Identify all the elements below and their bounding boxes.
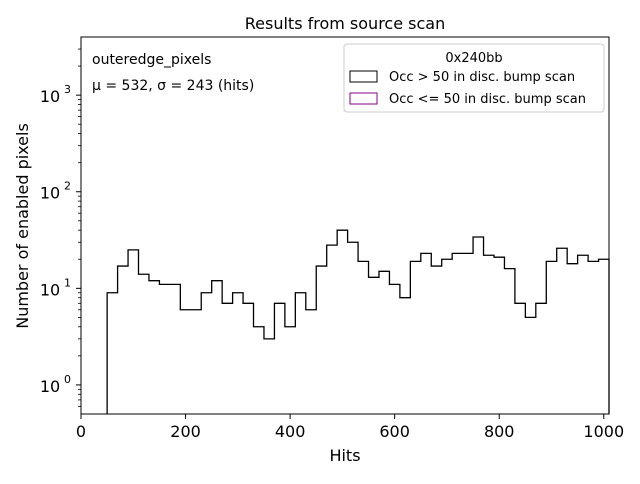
y-tick-label: 10 <box>40 87 60 106</box>
y-tick-label: 10 <box>40 280 60 299</box>
plot-frame <box>80 36 610 415</box>
histogram-bin <box>452 253 462 414</box>
histogram-bin <box>578 255 588 414</box>
histogram-bin <box>588 261 598 414</box>
y-tick-label: 10 <box>40 377 60 396</box>
histogram-bin <box>118 266 128 414</box>
histogram-bin <box>128 250 138 414</box>
x-tick-label: 400 <box>275 422 306 441</box>
legend-entry-occ-at-most-50: Occ <= 50 in disc. bump scan <box>389 92 586 107</box>
histogram-bin <box>201 293 211 414</box>
histogram-bin <box>567 264 577 414</box>
histogram-bin <box>306 310 316 414</box>
histogram-bin <box>389 284 399 414</box>
legend-swatch-occ-above-50 <box>349 70 378 83</box>
histogram-bin <box>139 274 149 414</box>
histogram-bin <box>316 266 326 414</box>
legend-title: 0x240bb <box>445 51 502 66</box>
histogram-bin <box>546 261 556 414</box>
histogram-bin <box>442 259 452 414</box>
histogram-bin <box>212 281 222 414</box>
x-tick-label: 800 <box>484 422 515 441</box>
x-tick-label: 1000 <box>583 422 624 441</box>
legend-box <box>343 43 605 113</box>
y-tick-exponent: 0 <box>64 373 71 386</box>
histogram-bin <box>400 298 410 414</box>
series-layer <box>106 229 610 414</box>
legend-entry-occ-above-50: Occ > 50 in disc. bump scan <box>389 70 575 85</box>
histogram-bin <box>348 242 358 414</box>
histogram-bin <box>463 253 473 414</box>
x-axis-label: Hits <box>329 446 360 465</box>
y-tick-exponent: 2 <box>64 180 71 193</box>
histogram-bin <box>421 253 431 414</box>
legend-swatch-occ-at-most-50 <box>349 92 378 105</box>
x-tick-label: 200 <box>170 422 201 441</box>
histogram-bin <box>473 237 483 414</box>
chart-title: Results from source scan <box>245 14 445 33</box>
histogram-bin <box>264 339 274 414</box>
histogram-bin <box>285 327 295 414</box>
histogram-bin <box>180 310 190 414</box>
histogram-bin <box>369 277 379 414</box>
histogram-bin <box>254 327 264 414</box>
y-tick-exponent: 3 <box>64 83 71 96</box>
histogram-bin <box>410 261 420 414</box>
histogram-bin <box>494 257 504 414</box>
histogram-bin <box>149 281 159 414</box>
histogram-bin <box>327 245 337 414</box>
histogram-bin <box>504 269 514 414</box>
histogram-bin <box>243 303 253 414</box>
annotation-stats: μ = 532, σ = 243 (hits) <box>92 78 254 94</box>
annotation-label: outeredge_pixels <box>92 52 211 68</box>
histogram-bin <box>599 259 609 414</box>
histogram-bin <box>536 303 546 414</box>
y-axis-ticks: 10 0 10 1 10 2 10 3 <box>40 48 81 407</box>
y-axis-label: Number of enabled pixels <box>13 123 32 329</box>
x-tick-label: 0 <box>76 422 86 441</box>
histogram-bin <box>274 303 284 414</box>
histogram-bin <box>222 303 232 414</box>
histogram-bin <box>295 293 305 414</box>
y-tick-exponent: 1 <box>64 276 71 289</box>
histogram-bin <box>107 293 117 414</box>
histogram-bin <box>515 303 525 414</box>
histogram-bin <box>170 284 180 414</box>
histogram-bin <box>379 271 389 414</box>
histogram-step-outline <box>106 229 610 414</box>
histogram-bin <box>191 310 201 414</box>
histogram-bin <box>159 284 169 414</box>
histogram-bin <box>337 230 347 414</box>
x-tick-label: 600 <box>379 422 410 441</box>
histogram-bin <box>431 266 441 414</box>
x-axis-ticks: 0 200 400 600 800 1000 <box>76 414 624 441</box>
histogram-bin <box>484 255 494 414</box>
histogram-bin <box>525 317 535 414</box>
histogram-bin <box>233 293 243 414</box>
y-tick-label: 10 <box>40 184 60 203</box>
histogram-bin <box>358 261 368 414</box>
legend: 0x240bb Occ > 50 in disc. bump scan Occ … <box>343 43 605 113</box>
histogram-bin <box>557 248 567 414</box>
